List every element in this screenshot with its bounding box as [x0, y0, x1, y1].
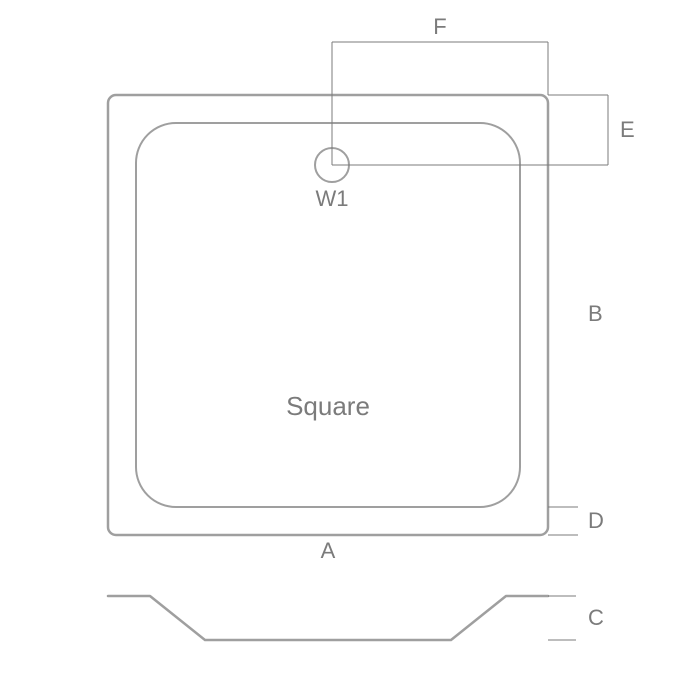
- label-b: B: [588, 301, 603, 326]
- label-d: D: [588, 508, 604, 533]
- profile-outline: [108, 596, 548, 640]
- label-c: C: [588, 605, 604, 630]
- title-label: Square: [286, 391, 370, 421]
- label-w1: W1: [316, 186, 349, 211]
- shower-tray-diagram: W1 Square F E B D A C: [0, 0, 700, 700]
- label-a: A: [321, 538, 336, 563]
- label-f: F: [433, 14, 446, 39]
- label-e: E: [620, 117, 635, 142]
